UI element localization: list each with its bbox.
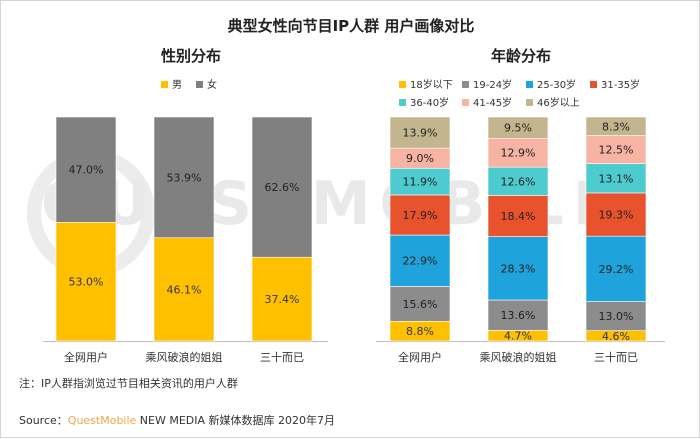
age-legend-item-3: 31-35岁	[590, 76, 640, 91]
gender-category-label-0: 全网用户	[64, 350, 108, 364]
age-bar-0-6	[389, 116, 451, 149]
gender-value-label-2-0: 37.4%	[265, 293, 300, 306]
gender-legend-label-0: 男	[172, 80, 182, 91]
age-value-label-2-0: 4.6%	[602, 330, 630, 343]
age-category-label-0: 全网用户	[398, 350, 442, 364]
age-value-label-1-3: 18.4%	[501, 210, 536, 223]
gender-value-label-1-0: 46.1%	[167, 283, 202, 296]
age-value-label-2-6: 8.3%	[602, 120, 630, 133]
age-value-label-1-0: 4.7%	[504, 330, 532, 343]
gender-legend-swatch-1	[196, 81, 203, 88]
age-value-label-0-4: 11.9%	[403, 176, 438, 189]
gender-bar-1-0	[153, 237, 215, 342]
gender-bar-1-1	[153, 116, 215, 239]
gender-category-label-1: 乘风破浪的姐姐	[146, 350, 223, 364]
age-bar-0-4	[389, 167, 451, 196]
age-legend-label-3: 31-35岁	[601, 80, 641, 91]
age-value-label-2-5: 12.5%	[599, 144, 634, 157]
gender-category-label-2: 三十而已	[260, 350, 304, 364]
gender-bar-2-1	[251, 116, 313, 258]
source-suffix: NEW MEDIA 新媒体数据库 2020年7月	[136, 414, 336, 427]
age-legend-label-5: 41-45岁	[473, 98, 513, 109]
age-bar-0-1	[389, 286, 451, 322]
gender-value-label-0-1: 47.0%	[69, 164, 104, 177]
age-legend-swatch-3	[590, 81, 597, 88]
chart-main-title: 典型女性向节目IP人群 用户画像对比	[227, 17, 475, 35]
age-legend-label-6: 46岁以上	[537, 98, 580, 109]
age-bar-2-5	[585, 135, 647, 164]
gender-bar-0-1	[55, 116, 117, 223]
gender-legend-swatch-0	[161, 81, 168, 88]
age-legend-item-5: 41-45岁	[462, 94, 512, 109]
age-category-label-2: 三十而已	[594, 350, 638, 364]
age-legend-swatch-5	[462, 99, 469, 106]
age-legend-label-2: 25-30岁	[537, 80, 577, 91]
source-prefix: Source：	[19, 414, 68, 427]
age-value-label-1-1: 13.6%	[501, 309, 536, 322]
age-legend-label-4: 36-40岁	[410, 98, 450, 109]
age-value-label-0-0: 8.8%	[406, 325, 434, 338]
age-legend-item-4: 36-40岁	[399, 94, 449, 109]
age-bar-2-1	[585, 301, 647, 331]
gender-bar-2-0	[251, 256, 313, 342]
age-value-label-1-2: 28.3%	[501, 262, 536, 275]
age-bar-1-1	[487, 299, 549, 331]
age-value-label-0-5: 9.0%	[406, 152, 434, 165]
age-legend-item-2: 25-30岁	[526, 76, 576, 91]
age-value-label-1-4: 12.6%	[501, 175, 536, 188]
age-bar-2-6	[585, 116, 647, 136]
age-value-label-1-6: 9.5%	[504, 122, 532, 135]
age-value-label-0-6: 13.9%	[403, 127, 438, 140]
age-bar-1-2	[487, 236, 549, 301]
gender-value-label-1-1: 53.9%	[167, 171, 202, 184]
age-value-label-2-1: 13.0%	[599, 310, 634, 323]
age-value-label-2-2: 29.2%	[599, 263, 634, 276]
gender-panel-title: 性别分布	[160, 47, 221, 65]
age-bar-1-3	[487, 195, 549, 237]
age-bar-0-2	[389, 234, 451, 287]
age-legend-swatch-0	[399, 81, 406, 88]
age-bar-2-4	[585, 163, 647, 194]
gender-legend-item-0: 男	[161, 76, 182, 91]
age-legend-item-0: 18岁以下	[399, 76, 453, 91]
age-value-label-2-4: 13.1%	[599, 172, 634, 185]
age-legend-item-1: 19-24岁	[462, 76, 512, 91]
age-legend-swatch-6	[526, 99, 533, 106]
source-line: Source：QuestMobile NEW MEDIA 新媒体数据库 2020…	[19, 412, 335, 428]
age-value-label-0-3: 17.9%	[403, 209, 438, 222]
gender-value-label-0-0: 53.0%	[69, 276, 104, 289]
age-legend-swatch-1	[462, 81, 469, 88]
age-bar-2-2	[585, 235, 647, 302]
gender-value-label-2-1: 62.6%	[265, 181, 300, 194]
age-value-label-1-5: 12.9%	[501, 147, 536, 160]
source-brand: QuestMobile	[67, 414, 137, 427]
gender-legend-item-1: 女	[196, 76, 217, 91]
footnote: 注：IP人群指浏览过节目相关资讯的用户人群	[19, 377, 238, 390]
gender-bar-0-0	[55, 221, 117, 342]
age-category-label-1: 乘风破浪的姐姐	[480, 350, 557, 364]
age-legend-label-0: 18岁以下	[410, 80, 453, 91]
age-value-label-2-3: 19.3%	[599, 209, 634, 222]
age-value-label-0-2: 22.9%	[403, 255, 438, 268]
age-bar-2-3	[585, 192, 647, 237]
age-legend-swatch-4	[399, 99, 406, 106]
age-panel-title: 年龄分布	[490, 47, 551, 65]
age-value-label-0-1: 15.6%	[403, 298, 438, 311]
age-bar-1-5	[487, 137, 549, 168]
age-bar-1-6	[487, 116, 549, 139]
age-legend-item-6: 46岁以上	[526, 94, 580, 109]
age-legend-swatch-2	[526, 81, 533, 88]
gender-legend-label-1: 女	[207, 80, 217, 91]
age-legend-label-1: 19-24岁	[473, 80, 513, 91]
